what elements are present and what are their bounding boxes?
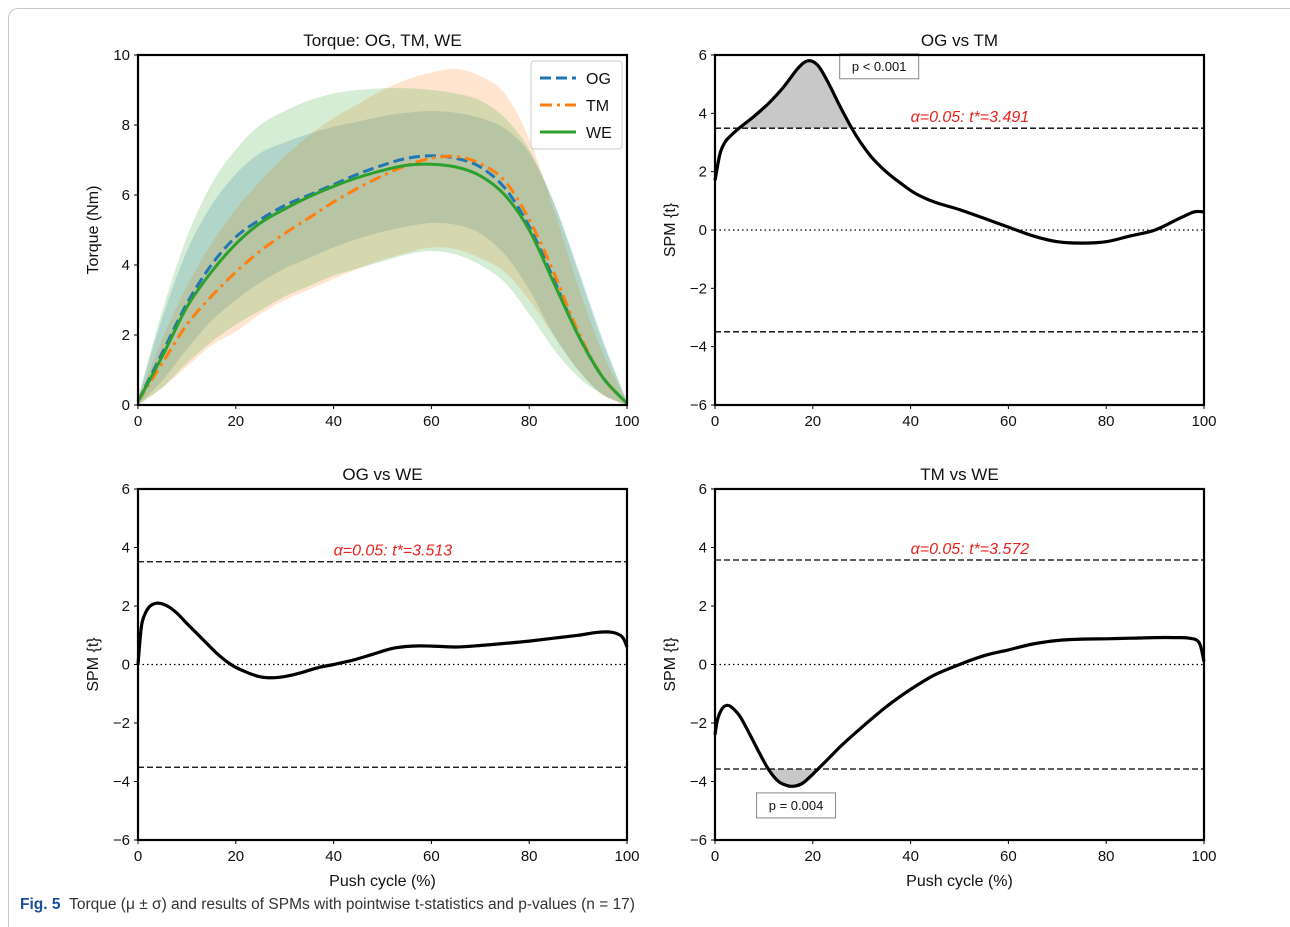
legend-label-tm: TM	[586, 98, 609, 115]
figure-caption: Fig. 5 Torque (μ ± σ) and results of SPM…	[20, 896, 635, 914]
y-tick-label: 4	[122, 257, 130, 274]
y-tick-label: −6	[113, 832, 130, 849]
y-axis-label: Torque (Nm)	[85, 186, 102, 275]
x-tick-label: 0	[711, 848, 719, 865]
legend-box	[530, 60, 623, 150]
y-tick-label: 4	[699, 105, 707, 122]
axes-frame	[713, 487, 1206, 842]
axes-frame	[136, 53, 629, 407]
axes-frame	[713, 53, 1206, 407]
x-tick-label: 60	[423, 848, 440, 865]
legend-label-we: WE	[586, 125, 612, 142]
y-tick-label: −4	[690, 774, 707, 791]
y-tick-label: −4	[690, 339, 707, 356]
x-tick-label: 60	[1000, 413, 1017, 430]
y-tick-label: 2	[122, 598, 130, 615]
y-tick-label: −4	[113, 774, 130, 791]
y-axis-label: SPM {t}	[85, 637, 102, 692]
y-tick-label: 10	[113, 47, 130, 64]
x-tick-label: 20	[227, 413, 244, 430]
panel-title: TM vs WE	[920, 465, 998, 484]
y-tick-label: 2	[699, 598, 707, 615]
p-value-box	[839, 53, 920, 80]
y-tick-label: 0	[699, 222, 707, 239]
y-tick-label: −2	[690, 280, 707, 297]
x-tick-label: 100	[614, 848, 639, 865]
x-tick-label: 0	[134, 848, 142, 865]
panel-title: OG vs WE	[342, 465, 422, 484]
x-tick-label: 80	[521, 848, 538, 865]
x-tick-label: 40	[325, 848, 342, 865]
y-tick-label: 6	[122, 187, 130, 204]
x-tick-label: 80	[1098, 848, 1115, 865]
p-value-label: p < 0.001	[852, 59, 907, 74]
band-og	[138, 111, 627, 405]
x-tick-label: 20	[804, 413, 821, 430]
x-tick-label: 0	[134, 413, 142, 430]
band-tm	[138, 68, 627, 405]
y-tick-label: 4	[699, 540, 707, 557]
threshold-label: α=0.05: t*=3.572	[911, 541, 1030, 558]
figure-frame	[8, 8, 1290, 927]
x-tick-label: 100	[1191, 848, 1216, 865]
x-tick-label: 80	[521, 413, 538, 430]
x-tick-label: 40	[902, 413, 919, 430]
x-tick-label: 40	[902, 848, 919, 865]
y-tick-label: 2	[699, 164, 707, 181]
y-tick-label: 2	[122, 327, 130, 344]
x-tick-label: 0	[711, 413, 719, 430]
spm-t-curve	[136, 601, 629, 680]
y-axis-label: SPM {t}	[662, 637, 679, 692]
y-tick-label: 0	[699, 657, 707, 674]
x-tick-label: 60	[1000, 848, 1017, 865]
threshold-label: α=0.05: t*=3.513	[334, 543, 453, 560]
og-vs-tm-panel: OG vs TM SPM {t} 0 20 40 60 80 100 −6 −4 −2 0 2 4 6 α=0…	[662, 31, 1217, 430]
line-og	[136, 154, 629, 405]
figure-caption-text: Torque (μ ± σ) and results of SPMs with …	[69, 896, 635, 913]
spm-t-curve	[713, 59, 1205, 245]
y-tick-label: 4	[122, 540, 130, 557]
legend-label-og: OG	[586, 71, 611, 88]
x-tick-label: 40	[325, 413, 342, 430]
figure-caption-label: Fig. 5	[20, 896, 61, 913]
y-tick-label: −6	[690, 397, 707, 414]
x-tick-label: 20	[804, 848, 821, 865]
y-tick-label: 0	[122, 657, 130, 674]
y-tick-label: 6	[699, 47, 707, 64]
x-axis-label: Push cycle (%)	[329, 873, 436, 890]
y-tick-label: 8	[122, 117, 130, 134]
spm-t-curve	[713, 635, 1206, 788]
axes-frame	[136, 487, 629, 842]
x-tick-label: 100	[614, 413, 639, 430]
y-tick-label: 6	[699, 481, 707, 498]
panel-title: OG vs TM	[921, 31, 998, 50]
panel-title: Torque: OG, TM, WE	[303, 31, 461, 50]
y-tick-label: −6	[690, 832, 707, 849]
y-tick-label: 6	[122, 481, 130, 498]
x-axis-label: Push cycle (%)	[906, 873, 1013, 890]
p-value-box	[756, 792, 837, 819]
band-we	[138, 88, 627, 405]
threshold-label: α=0.05: t*=3.491	[911, 109, 1030, 126]
y-axis-label: SPM {t}	[662, 202, 679, 257]
y-tick-label: −2	[113, 715, 130, 732]
x-tick-label: 80	[1098, 413, 1115, 430]
x-tick-label: 100	[1191, 413, 1216, 430]
x-tick-label: 60	[423, 413, 440, 430]
x-tick-label: 20	[227, 848, 244, 865]
line-we	[136, 162, 629, 405]
p-value-label: p = 0.004	[769, 798, 824, 813]
y-tick-label: −2	[690, 715, 707, 732]
y-tick-label: 0	[122, 397, 130, 414]
